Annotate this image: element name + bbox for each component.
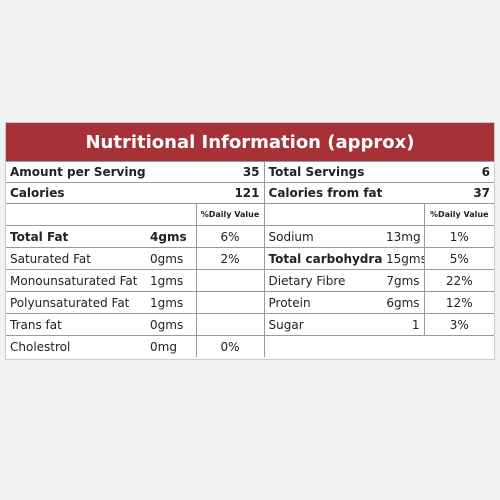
nutrition-table: Amount per Serving 35 Total Servings 6 Calor… [6, 161, 495, 357]
row: %Daily Value %Daily Value [6, 203, 495, 226]
nutrient-amount: 0gms [146, 247, 196, 270]
row: Calories 121 Calories from fat 37 [6, 182, 495, 204]
dv-header: %Daily Value [195, 203, 265, 226]
daily-value: 0% [195, 335, 265, 357]
nutrient-name: Monounsaturated Fat [6, 269, 146, 292]
summary-value: 6 [481, 165, 491, 179]
nutrient-name: Total carbohydrate [263, 247, 383, 270]
summary-label: Amount per Serving [10, 165, 146, 179]
row: Trans fat 0gms Sugar 1 3% [6, 313, 495, 336]
nutrient-amount: 15gms [382, 247, 425, 270]
summary-cell: Amount per Serving 35 [6, 161, 265, 183]
row: Total Fat 4gms 6% Sodium 13mg 1% [6, 225, 495, 248]
summary-value: 35 [242, 165, 260, 179]
daily-value: 22% [423, 269, 495, 292]
nutrient-name: Sugar [263, 313, 383, 336]
nutrient-amount: 1 [382, 313, 425, 336]
nutrient-name: Protein [263, 291, 383, 314]
dv-header: %Daily Value [423, 203, 495, 226]
nutrient-name: Sodium [263, 225, 383, 248]
blank [263, 203, 425, 226]
summary-value: 37 [473, 186, 491, 200]
nutrient-name: Dietary Fibre [263, 269, 383, 292]
row: Polyunsaturated Fat 1gms Protein 6gms 12% [6, 291, 495, 314]
daily-value [195, 291, 265, 314]
daily-value: 2% [195, 247, 265, 270]
blank [6, 203, 196, 226]
summary-cell: Total Servings 6 [263, 161, 495, 183]
nutrient-name: Trans fat [6, 313, 146, 336]
summary-label: Total Servings [268, 165, 365, 179]
summary-cell: Calories 121 [6, 182, 265, 204]
summary-label: Calories [10, 186, 65, 200]
daily-value: 1% [423, 225, 495, 248]
nutrient-amount: 0mg [146, 335, 196, 357]
summary-value: 121 [234, 186, 260, 200]
row: Cholestrol 0mg 0% [6, 335, 495, 357]
daily-value: 5% [423, 247, 495, 270]
daily-value: 3% [423, 313, 495, 336]
blank [263, 335, 495, 357]
nutrient-name: Polyunsaturated Fat [6, 291, 146, 314]
daily-value: 6% [195, 225, 265, 248]
nutrient-name: Saturated Fat [6, 247, 146, 270]
summary-label: Calories from fat [268, 186, 383, 200]
nutrient-amount: 0gms [146, 313, 196, 336]
nutrient-name: Total Fat [6, 225, 146, 248]
nutrient-amount: 1gms [146, 291, 196, 314]
nutrient-amount: 6gms [382, 291, 425, 314]
nutrient-amount: 13mg [382, 225, 425, 248]
title: Nutritional Information (approx) [6, 123, 494, 161]
nutrient-amount: 7gms [382, 269, 425, 292]
daily-value [195, 269, 265, 292]
row: Amount per Serving 35 Total Servings 6 [6, 161, 495, 183]
nutrition-label: Nutritional Information (approx) Amount … [5, 122, 495, 360]
nutrient-name: Cholestrol [6, 335, 146, 357]
row: Monounsaturated Fat 1gms Dietary Fibre 7gms… [6, 269, 495, 292]
nutrient-amount: 4gms [146, 225, 196, 248]
nutrient-amount: 1gms [146, 269, 196, 292]
daily-value [195, 313, 265, 336]
summary-cell: Calories from fat 37 [263, 182, 495, 204]
daily-value: 12% [423, 291, 495, 314]
